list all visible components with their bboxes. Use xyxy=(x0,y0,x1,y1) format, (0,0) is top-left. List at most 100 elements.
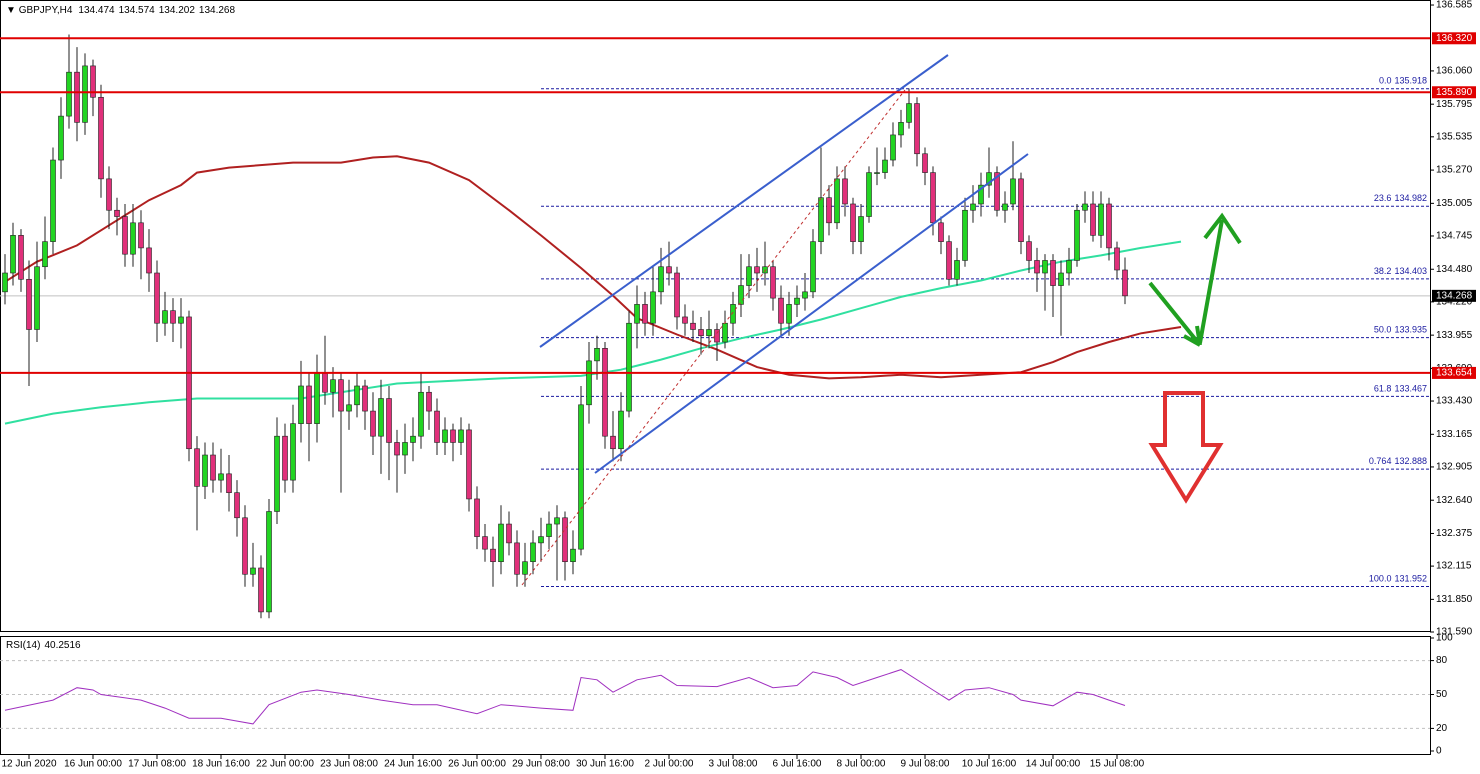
channel-upper xyxy=(539,54,949,348)
candle-body xyxy=(530,542,536,563)
candle-body xyxy=(90,65,96,98)
rsi-tick-label: 50 xyxy=(1436,689,1448,700)
candle-body xyxy=(570,548,576,563)
candle-body xyxy=(1090,203,1096,236)
candle-body xyxy=(690,322,696,330)
candle-body xyxy=(258,567,264,613)
y-tick-label: 133.955 xyxy=(1436,330,1473,341)
fib-label: 0.764 132.888 xyxy=(1369,456,1427,466)
candle-body xyxy=(314,373,320,424)
candle-body xyxy=(810,241,816,293)
x-tick-label: 29 Jun 08:00 xyxy=(512,759,570,770)
candle-body xyxy=(930,172,936,224)
candle-body xyxy=(66,71,72,117)
candle-body xyxy=(42,241,48,268)
rsi-tick-label: 80 xyxy=(1436,655,1448,666)
fib-ratio: 61.8 xyxy=(1374,384,1392,394)
close: 134.268 xyxy=(199,5,236,16)
level-label: 135.890 xyxy=(1436,87,1473,98)
candle-body xyxy=(626,322,632,412)
candle-body xyxy=(1034,260,1040,274)
y-tick-label: 131.850 xyxy=(1436,594,1473,605)
candle-body xyxy=(786,304,792,324)
candle-body xyxy=(250,567,256,575)
x-tick-label: 9 Jul 08:00 xyxy=(901,759,950,770)
candle-body xyxy=(802,291,808,299)
x-tick-label: 12 Jun 2020 xyxy=(1,759,56,770)
candle-body xyxy=(610,435,616,450)
candle-body xyxy=(978,184,984,205)
candle-body xyxy=(370,410,376,437)
candle-body xyxy=(962,209,968,261)
fib-label: 38.2 134.403 xyxy=(1374,266,1427,276)
fib-price: 131.952 xyxy=(1394,574,1427,584)
x-tick-label: 30 Jun 16:00 xyxy=(576,759,634,770)
level-label: 133.654 xyxy=(1436,368,1473,379)
fib-ratio: 50.0 xyxy=(1374,325,1392,335)
fib-price: 133.467 xyxy=(1394,384,1427,394)
candle-body xyxy=(194,448,200,487)
candle-body xyxy=(898,122,904,136)
candle-body xyxy=(434,410,440,443)
arrow-down-red xyxy=(1148,391,1224,504)
candle-body xyxy=(770,266,776,299)
rsi-tick-label: 0 xyxy=(1436,746,1442,757)
fib-ratio: 38.2 xyxy=(1374,266,1392,276)
candle-body xyxy=(794,297,800,305)
candle-body xyxy=(442,429,448,443)
candle-body xyxy=(122,216,128,255)
candle-body xyxy=(1058,272,1064,286)
price-box xyxy=(1432,289,1476,302)
candle-body xyxy=(618,410,624,450)
candle-body xyxy=(650,291,656,324)
fib-label: 50.0 133.935 xyxy=(1374,325,1427,335)
candle-body xyxy=(466,429,472,500)
y-tick-label: 135.535 xyxy=(1436,131,1473,142)
y-tick-label: 136.060 xyxy=(1436,66,1473,77)
rsi-header: RSI(14) 40.2516 xyxy=(6,640,81,651)
y-tick-label: 135.795 xyxy=(1436,99,1473,110)
candle-layer xyxy=(2,34,1128,619)
candle-body xyxy=(1114,247,1120,271)
candle-body xyxy=(186,316,192,450)
level-box xyxy=(1432,32,1476,45)
candle-body xyxy=(458,429,464,443)
candle-body xyxy=(754,266,760,274)
rsi-value: 40.2516 xyxy=(44,640,81,651)
x-tick-label: 16 Jun 00:00 xyxy=(64,759,122,770)
candle-body xyxy=(642,304,648,324)
x-tick-label: 3 Jul 08:00 xyxy=(709,759,758,770)
candle-body xyxy=(282,435,288,481)
low: 134.202 xyxy=(159,5,196,16)
rsi-line xyxy=(4,669,1126,725)
candle-body xyxy=(274,435,280,512)
candle-body xyxy=(2,272,8,293)
candle-body xyxy=(882,159,888,173)
open: 134.474 xyxy=(78,5,115,16)
candle-body xyxy=(82,65,88,123)
candle-body xyxy=(338,379,344,412)
x-tick-label: 24 Jun 16:00 xyxy=(384,759,442,770)
x-tick-label: 14 Jul 00:00 xyxy=(1026,759,1081,770)
x-tick-label: 22 Jun 00:00 xyxy=(256,759,314,770)
candle-body xyxy=(522,561,528,575)
candle-body xyxy=(866,172,872,217)
candle-body xyxy=(1098,203,1104,236)
fib-price: 133.935 xyxy=(1394,325,1427,335)
candle-body xyxy=(170,310,176,324)
y-tick-label: 132.115 xyxy=(1436,561,1472,572)
fib-label: 61.8 133.467 xyxy=(1374,384,1427,394)
y-tick-label: 135.270 xyxy=(1436,165,1473,176)
level-label: 136.320 xyxy=(1436,33,1473,44)
candle-body xyxy=(914,103,920,155)
candle-body xyxy=(498,523,504,563)
candle-body xyxy=(490,548,496,563)
y-tick-label: 132.640 xyxy=(1436,495,1473,506)
x-tick-label: 2 Jul 00:00 xyxy=(645,759,694,770)
candle-body xyxy=(266,511,272,613)
channel-lower xyxy=(594,153,1029,474)
candle-body xyxy=(426,391,432,412)
candle-body xyxy=(1010,178,1016,205)
candle-body xyxy=(842,178,848,205)
